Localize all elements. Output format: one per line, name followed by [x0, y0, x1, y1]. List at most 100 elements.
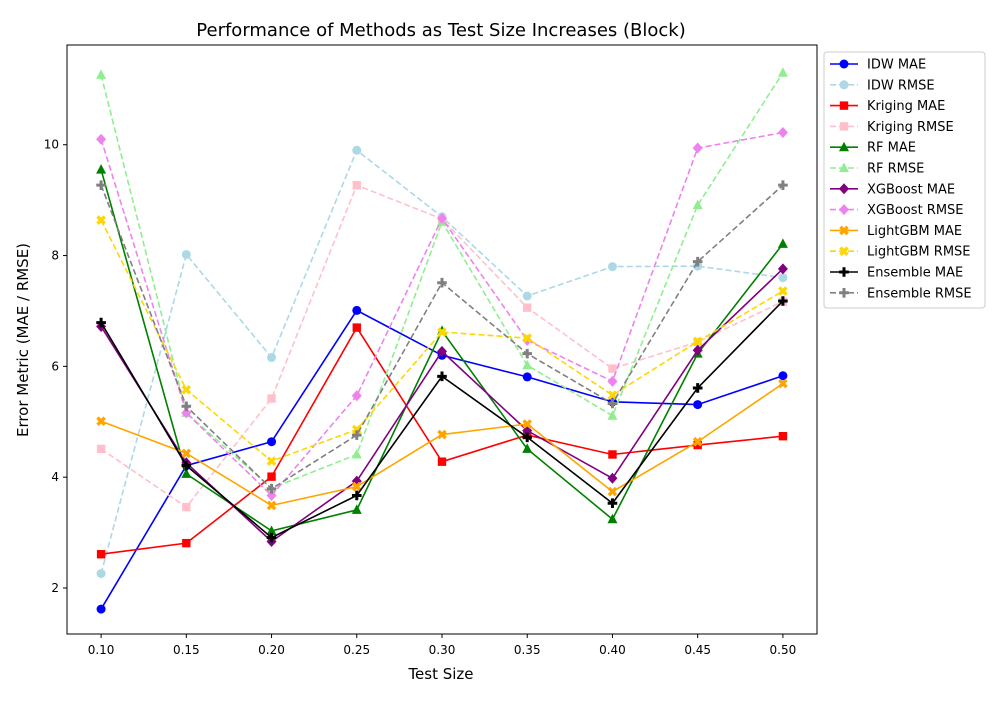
x-tick-label: 0.10	[88, 643, 115, 657]
data-point	[352, 145, 362, 155]
legend-entry: LightGBM MAE	[830, 224, 962, 239]
data-point	[607, 498, 618, 509]
data-point	[96, 550, 106, 559]
legend-label: LightGBM MAE	[867, 224, 962, 239]
legend-entry: XGBoost MAE	[830, 182, 955, 197]
legend-entry: IDW RMSE	[830, 78, 935, 93]
legend-marker	[839, 267, 849, 277]
legend-marker	[839, 288, 849, 298]
data-point	[96, 164, 107, 174]
data-point	[437, 327, 447, 337]
series-ensemble-mae	[96, 296, 788, 543]
y-tick-label: 2	[51, 581, 59, 595]
series-lightgbm-mae	[96, 378, 788, 511]
data-point	[692, 436, 703, 447]
y-tick-label: 6	[51, 359, 59, 373]
legend-label: IDW MAE	[867, 58, 926, 73]
data-point	[352, 305, 362, 315]
legend-marker	[839, 80, 849, 90]
data-point	[692, 256, 703, 267]
legend-marker	[839, 122, 849, 131]
data-point	[266, 484, 277, 494]
legend: IDW MAE IDW RMSE Kriging MAE Kriging RMSE RF…	[823, 51, 986, 309]
legend-entry: Ensemble MAE	[830, 266, 963, 281]
legend-entry: RF RMSE	[830, 162, 924, 177]
data-point	[437, 429, 447, 440]
data-point	[692, 336, 703, 347]
data-point	[607, 410, 618, 420]
series-line	[100, 382, 784, 507]
legend-entry: XGBoost RMSE	[830, 203, 964, 218]
legend-label: XGBoost MAE	[867, 182, 955, 197]
data-point	[181, 407, 192, 419]
data-point	[351, 490, 362, 501]
y-tick-label: 4	[51, 470, 59, 484]
x-tick-label: 0.15	[173, 643, 200, 657]
data-point	[607, 390, 618, 400]
series-ensemble-rmse	[96, 180, 788, 494]
y-tick-label: 8	[51, 249, 59, 263]
data-point	[96, 604, 106, 614]
series-idw-rmse	[96, 145, 788, 579]
data-point	[607, 262, 617, 272]
x-tick-label: 0.25	[343, 643, 370, 657]
data-point	[266, 456, 277, 466]
chart-title: Performance of Methods as Test Size Incr…	[196, 20, 685, 41]
data-point	[778, 371, 788, 381]
series-line	[100, 268, 784, 543]
data-point	[522, 291, 532, 301]
data-point	[181, 249, 191, 259]
data-point	[522, 348, 533, 359]
x-tick-label: 0.20	[258, 643, 285, 657]
data-point	[267, 472, 276, 481]
data-point	[351, 481, 362, 492]
data-point	[522, 372, 532, 382]
data-point	[181, 448, 192, 459]
data-point	[522, 419, 533, 429]
legend-marker	[839, 101, 849, 110]
data-point	[266, 525, 277, 535]
x-axis-label: Test Size	[407, 665, 473, 683]
data-point	[96, 317, 106, 328]
legend-label: Kriging MAE	[867, 99, 945, 114]
data-point	[778, 431, 788, 441]
data-point	[522, 333, 533, 343]
series-layer	[96, 67, 788, 614]
data-point	[522, 443, 533, 453]
data-point	[692, 383, 703, 393]
data-point	[351, 430, 362, 440]
legend-marker	[839, 141, 849, 152]
data-point	[181, 401, 192, 412]
legend-marker	[839, 204, 849, 216]
data-point	[778, 180, 788, 190]
series-lightgbm-rmse	[96, 215, 788, 466]
legend-label: Ensemble MAE	[867, 266, 963, 281]
legend-entry: Kriging MAE	[830, 99, 945, 114]
data-point	[522, 359, 533, 370]
data-point	[351, 448, 362, 459]
legend-label: LightGBM RMSE	[867, 245, 971, 260]
data-point	[96, 69, 107, 79]
x-axis: 0.10 0.15 0.20 0.25 0.30 0.35 0.40 0.45 0.50	[88, 634, 796, 657]
legend-marker	[839, 183, 849, 195]
data-point	[607, 398, 618, 409]
legend-entry: IDW MAE	[830, 58, 926, 73]
data-point	[778, 378, 788, 389]
data-point	[352, 180, 361, 190]
data-point	[608, 364, 617, 373]
data-point	[693, 400, 703, 410]
data-point	[267, 353, 277, 363]
data-point	[692, 199, 703, 210]
legend-label: Kriging RMSE	[867, 120, 954, 135]
data-point	[267, 394, 276, 403]
series-line	[100, 219, 784, 463]
x-tick-label: 0.35	[514, 643, 541, 657]
data-point	[778, 286, 788, 296]
data-point	[182, 538, 191, 548]
y-tick-label: 10	[44, 138, 59, 152]
data-point	[181, 468, 192, 478]
series-kriging-mae	[96, 323, 788, 559]
data-point	[437, 277, 447, 288]
series-line	[100, 131, 784, 497]
